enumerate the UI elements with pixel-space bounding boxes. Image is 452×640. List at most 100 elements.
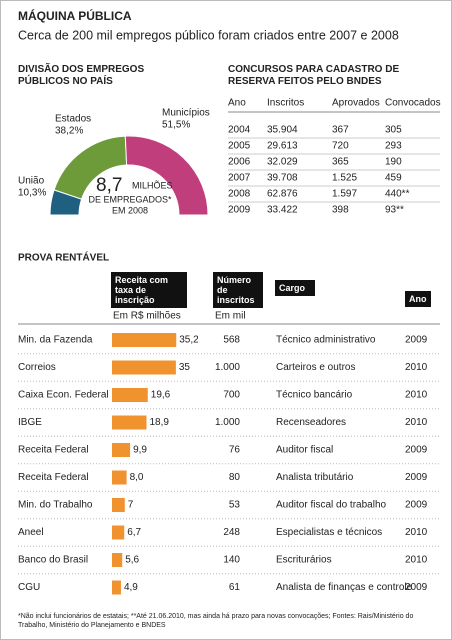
- cell: Recenseadores: [276, 417, 346, 428]
- cell: 2008: [228, 189, 251, 200]
- annotation: EM 2008: [112, 205, 148, 215]
- category-label: Min. do Trabalho: [18, 500, 93, 511]
- cell: 440**: [385, 189, 410, 200]
- cell: Especialistas e técnicos: [276, 527, 382, 538]
- cell: 2010: [405, 555, 428, 566]
- category-label: Aneel: [18, 527, 44, 538]
- cell: Escriturários: [276, 555, 332, 566]
- value-label: 19,6: [151, 390, 171, 401]
- column-header: Número de inscritos: [213, 272, 263, 308]
- value-label: 10,3%: [18, 188, 46, 199]
- unit: Em mil: [215, 311, 246, 322]
- cell: 93**: [385, 205, 404, 216]
- cell: 53: [229, 500, 241, 511]
- cell: 365: [332, 157, 349, 168]
- cell: 2005: [228, 141, 251, 152]
- legend-label: União: [18, 176, 45, 187]
- legend-label: Estados: [55, 114, 91, 125]
- cell: 61: [229, 582, 241, 593]
- cell: 2007: [228, 173, 251, 184]
- category-label: IBGE: [18, 417, 42, 428]
- bar: [112, 360, 176, 375]
- cell: 39.708: [267, 173, 298, 184]
- cell: Carteiros e outros: [276, 362, 355, 373]
- value-label: 18,9: [149, 417, 169, 428]
- bar: [112, 388, 148, 402]
- unit: Em R$ milhões: [113, 311, 181, 322]
- cell: 2009: [405, 335, 428, 346]
- cell: 76: [229, 445, 241, 456]
- cell: Técnico administrativo: [276, 335, 376, 346]
- cell: 35.904: [267, 125, 298, 136]
- cell: 398: [332, 205, 349, 216]
- annotation: MILHÕES: [132, 180, 173, 190]
- value-label: 38,2%: [55, 126, 83, 137]
- bar: [112, 333, 177, 347]
- cell: 568: [223, 335, 240, 346]
- cell: 2010: [405, 390, 428, 401]
- bar: [112, 553, 123, 567]
- value-label: 7: [128, 500, 134, 511]
- cell: 2009: [405, 500, 428, 511]
- value-label: 5,6: [125, 555, 139, 566]
- cell: Analista tributário: [276, 472, 354, 483]
- cell: 459: [385, 173, 402, 184]
- bar: [112, 580, 121, 595]
- column-header: Receita com taxa de inscrição: [111, 272, 187, 308]
- bar: [112, 498, 125, 512]
- value-label: 8,0: [130, 472, 144, 483]
- value-label: 51,5%: [162, 120, 190, 131]
- cell: 140: [223, 555, 240, 566]
- cell: 62.876: [267, 189, 298, 200]
- category-label: Receita Federal: [18, 445, 89, 456]
- cell: 305: [385, 125, 402, 136]
- column-header: Ano: [405, 291, 431, 307]
- cell: 2010: [405, 362, 428, 373]
- cell: 700: [223, 390, 240, 401]
- cell: 2010: [405, 417, 428, 428]
- cell: 367: [332, 125, 349, 136]
- cell: Analista de finanças e controle: [276, 582, 413, 593]
- cell: 2004: [228, 125, 251, 136]
- bar: [112, 525, 125, 540]
- cell: 2010: [405, 527, 428, 538]
- donut-segment: [124, 135, 209, 216]
- value-label: 6,7: [127, 527, 141, 538]
- cell: Auditor fiscal: [276, 445, 333, 456]
- column-header: Aprovados: [332, 98, 380, 109]
- footnote: *Não inclui funcionários de estatais; **…: [18, 613, 414, 629]
- value-label: 35: [179, 362, 191, 373]
- legend-label: Municípios: [162, 108, 210, 119]
- annotation: 8,7: [96, 175, 122, 196]
- bar: [112, 415, 147, 430]
- cell: 1.597: [332, 189, 357, 200]
- cell: 293: [385, 141, 402, 152]
- bar: [112, 443, 131, 457]
- cell: 1.000: [215, 362, 240, 373]
- category-label: Min. da Fazenda: [18, 335, 93, 346]
- category-label: CGU: [18, 582, 40, 593]
- cell: 80: [229, 472, 241, 483]
- column-header: Cargo: [275, 280, 315, 296]
- column-header: Inscritos: [267, 98, 304, 109]
- cell: Técnico bancário: [276, 390, 353, 401]
- cell: 1.000: [215, 417, 240, 428]
- subtitle: Cerca de 200 mil empregos público foram …: [18, 28, 399, 42]
- bar: [112, 470, 127, 485]
- section-title: CONCURSOS PARA CADASTRO DE RESERVA FEITO…: [228, 64, 400, 87]
- cell: 720: [332, 141, 349, 152]
- cell: 2009: [228, 205, 251, 216]
- cell: 1.525: [332, 173, 357, 184]
- section-title: DIVISÃO DOS EMPREGOS PÚBLICOS NO PAÍS: [18, 64, 145, 87]
- category-label: Banco do Brasil: [18, 555, 88, 566]
- cell: 2009: [405, 445, 428, 456]
- column-header: Ano: [228, 98, 246, 109]
- cell: 2009: [405, 472, 428, 483]
- annotation: DE EMPREGADOS*: [88, 194, 172, 204]
- cell: 190: [385, 157, 402, 168]
- cell: Auditor fiscal do trabalho: [276, 500, 387, 511]
- value-label: 9,9: [133, 445, 147, 456]
- cell: 32.029: [267, 157, 298, 168]
